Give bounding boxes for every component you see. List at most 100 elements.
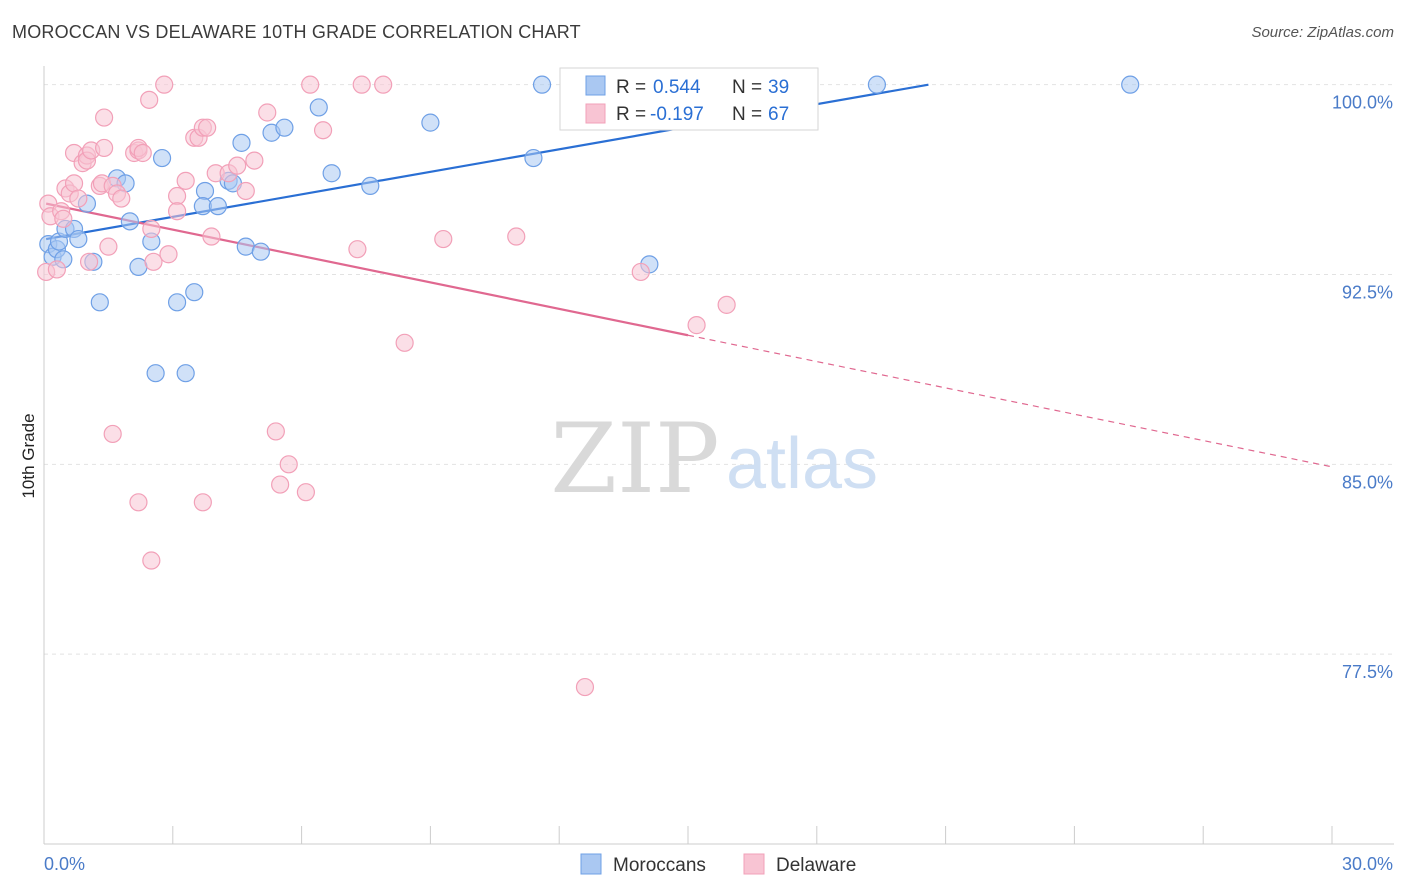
point-delaware [176,171,195,190]
stats-r-value-2: -0.197 [650,104,704,125]
point-delaware [296,483,315,502]
point-moroccans [322,164,341,183]
point-delaware [142,219,161,239]
point-delaware [258,103,277,122]
point-delaware [245,151,264,170]
point-delaware [717,295,736,314]
stats-swatch-moroccans [585,75,606,96]
watermark-atlas: atlas [726,424,878,504]
point-moroccans [208,197,227,216]
y-tick-label: 92.5% [1342,282,1393,302]
data-points [37,75,1140,697]
point-delaware [266,422,285,441]
point-moroccans [232,133,251,152]
point-delaware [352,75,371,94]
stats-n-value-2: 67 [768,104,789,125]
point-delaware [395,333,414,352]
x-tick-labels: 0.0% 30.0% [44,854,1393,874]
source-credit: Source: ZipAtlas.com [1251,24,1394,41]
point-delaware [144,252,163,271]
point-moroccans [167,293,187,312]
legend: Moroccans Delaware [580,853,856,876]
point-delaware [54,209,73,228]
stats-box: R = 0.544 N = 39 R = -0.197 N = 67 [559,67,819,131]
point-delaware [69,189,88,208]
point-moroccans [524,148,543,168]
point-delaware [112,189,131,208]
y-tick-label: 100.0% [1332,93,1393,113]
y-tick-label: 77.5% [1342,662,1393,682]
point-delaware [133,143,152,163]
y-tick-label: 85.0% [1342,472,1393,492]
point-moroccans [251,242,270,261]
point-delaware [575,677,595,697]
point-delaware [236,181,255,201]
stats-n-label-1: N = [732,77,762,98]
y-tick-labels: 100.0% 92.5% 85.0% 77.5% [1332,93,1393,683]
point-moroccans [236,237,255,256]
point-moroccans [185,283,204,302]
point-delaware [95,138,114,158]
point-delaware [198,118,217,137]
point-delaware [103,424,122,444]
stats-r-label-2: R = [616,104,646,125]
point-moroccans [275,118,294,137]
gridlines [44,84,1394,655]
point-delaware [271,475,290,494]
point-moroccans [146,364,165,383]
point-delaware [228,156,247,175]
point-delaware [95,108,114,127]
point-delaware [142,551,161,570]
point-delaware [279,455,298,474]
point-moroccans [421,113,440,132]
point-moroccans [176,364,195,383]
point-moroccans [867,75,887,94]
point-moroccans [309,98,328,117]
legend-label-delaware: Delaware [776,855,856,876]
stats-r-label-1: R = [616,77,646,98]
x-tick-label: 0.0% [44,854,85,874]
point-delaware [348,240,367,259]
stats-r-value-1: 0.544 [653,77,701,98]
stats-n-label-2: N = [732,104,762,125]
watermark: ZIP atlas [550,403,878,515]
point-moroccans [195,181,215,201]
point-delaware [301,75,320,94]
point-delaware [99,237,118,256]
point-delaware [202,227,221,246]
point-delaware [507,227,526,246]
point-delaware [64,174,84,193]
point-delaware [79,252,99,271]
point-moroccans [129,257,148,276]
point-moroccans [152,148,172,168]
point-delaware [129,493,148,512]
point-delaware [631,262,650,282]
stats-n-value-1: 39 [768,77,789,98]
point-moroccans [361,176,380,196]
series-moroccans [39,75,1140,383]
point-moroccans [90,293,109,312]
point-delaware [374,75,393,94]
x-tick-label: 30.0% [1342,854,1393,874]
point-delaware [313,121,333,140]
series-delaware [37,75,741,697]
point-delaware [434,229,453,249]
point-delaware [155,75,174,94]
y-axis-title: 10th Grade [19,413,38,498]
legend-label-moroccans: Moroccans [613,855,706,876]
legend-swatch-delaware [743,853,765,875]
point-delaware [47,260,66,279]
stats-swatch-delaware [585,103,606,124]
point-delaware [159,245,178,264]
point-delaware [687,316,706,335]
point-moroccans [120,212,139,231]
point-moroccans [1121,75,1140,94]
legend-swatch-moroccans [580,853,602,875]
point-moroccans [69,229,88,249]
chart-title: MOROCCAN VS DELAWARE 10TH GRADE CORRELAT… [12,22,581,42]
watermark-zip: ZIP [550,403,719,515]
point-moroccans [532,75,552,94]
point-delaware [167,186,187,206]
point-delaware [193,493,212,512]
